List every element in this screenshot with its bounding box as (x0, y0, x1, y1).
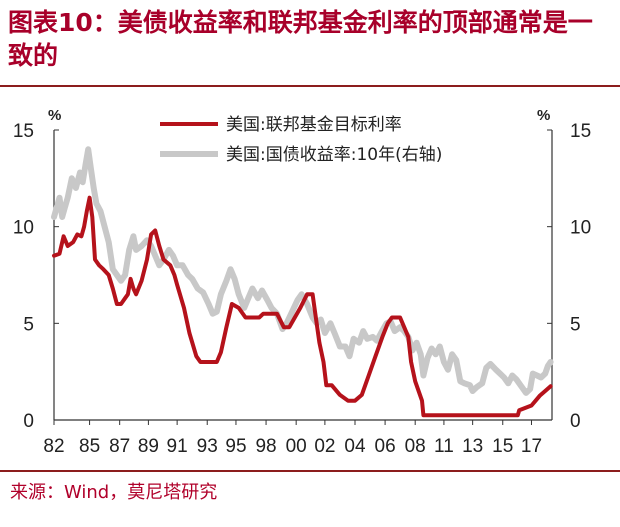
legend-label-fed-funds: 美国:联邦基金目标利率 (226, 115, 402, 135)
series-lines (51, 146, 554, 418)
x-tick-label: 04 (344, 436, 366, 457)
x-tick-label: 15 (492, 436, 513, 457)
x-tick-label: 91 (167, 436, 188, 457)
x-tick-label: 11 (434, 436, 454, 457)
fed-funds-rate-line (52, 195, 553, 418)
y-right-tick-label: 15 (570, 121, 591, 142)
axes: 0 5 10 15 0 5 10 15% % 82 85 87 89 91 93 95 98 00 02 04 06 08… (13, 107, 591, 457)
x-tick-label: 02 (314, 436, 335, 457)
x-tick-label: 17 (521, 436, 542, 457)
x-tick-label: 82 (43, 436, 64, 457)
y-left-unit: % (48, 107, 61, 124)
legend-label-treasury-10y: 美国:国债收益率:10年(右轴) (226, 145, 442, 165)
x-tick-label: 95 (225, 436, 246, 457)
source-note: 来源：Wind，莫尼塔研究 (10, 482, 218, 503)
treasury-10y-yield-line (51, 146, 554, 396)
y-right-unit: % (537, 107, 550, 124)
x-tick-label: 85 (79, 436, 100, 457)
x-tick-label: 08 (405, 436, 426, 457)
x-tick-label: 98 (255, 436, 276, 457)
y-right-tick-label: 0 (570, 411, 581, 432)
x-tick-label: 89 (138, 436, 159, 457)
x-tick-label: 93 (197, 436, 218, 457)
y-left-tick-label: 10 (13, 218, 34, 239)
x-tick-label: 00 (286, 436, 307, 457)
chart-area: 0 5 10 15 0 5 10 15% % 82 85 87 89 91 93 95 98 00 02 04 06 08… (13, 107, 591, 457)
y-left-tick-label: 15 (13, 121, 34, 142)
bottom-divider (0, 470, 620, 472)
y-right-tick-label: 10 (570, 218, 591, 239)
x-tick-label: 13 (462, 436, 483, 457)
chart-title: 图表10：美债收益率和联邦基金利率的顶部通常是一致的 (8, 8, 593, 70)
y-left-tick-label: 0 (23, 411, 34, 432)
top-divider (0, 85, 620, 87)
x-tick-label: 06 (375, 436, 396, 457)
x-tick-label: 87 (109, 436, 130, 457)
y-right-tick-label: 5 (570, 314, 581, 335)
y-left-tick-label: 5 (23, 314, 34, 335)
